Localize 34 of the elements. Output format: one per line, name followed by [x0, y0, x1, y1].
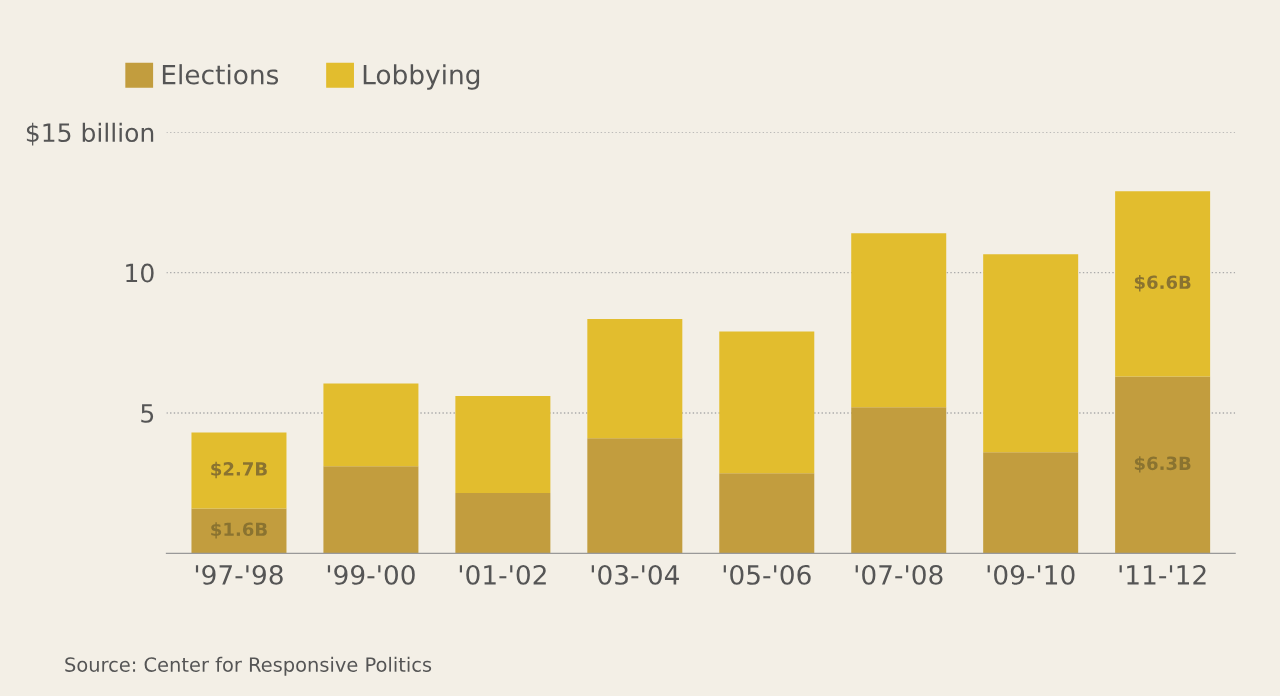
bar	[587, 318, 683, 439]
data-label: $1.6B	[211, 522, 267, 539]
source-note: Source: Center for Responsive Politics	[65, 656, 432, 676]
y-tick-label: 5	[141, 404, 154, 423]
bar	[191, 432, 287, 509]
x-tick-label: '99-'00	[327, 564, 415, 585]
bar	[191, 508, 287, 554]
x-tick-label: '07-'08	[855, 564, 943, 585]
y-tick-label: $15 billion	[26, 122, 154, 146]
data-label: $6.6B	[1134, 275, 1191, 292]
x-tick-label: '11-'12	[1119, 564, 1206, 585]
bar	[851, 233, 947, 408]
bar	[1115, 376, 1211, 554]
bar	[719, 331, 815, 474]
legend-label: Lobbying	[363, 64, 480, 90]
bar	[1115, 191, 1211, 377]
bar	[455, 396, 551, 493]
bar	[323, 383, 419, 467]
x-tick-label: '97-'98	[195, 564, 283, 585]
bar	[983, 452, 1079, 554]
bar	[587, 438, 683, 554]
bar	[851, 407, 947, 554]
bar	[323, 466, 419, 554]
legend-label: Elections	[162, 64, 279, 85]
bar	[983, 254, 1079, 453]
y-tick-label: 10	[126, 263, 154, 283]
bar	[719, 473, 815, 554]
x-tick-label: '03-'04	[591, 564, 679, 585]
x-tick-label: '01-'02	[459, 564, 546, 585]
data-label: $2.7B	[211, 461, 267, 479]
x-tick-label: '05-'06	[723, 564, 811, 585]
x-tick-label: '09-'10	[987, 564, 1075, 585]
bar	[455, 492, 551, 554]
data-label: $6.3B	[1134, 456, 1191, 473]
